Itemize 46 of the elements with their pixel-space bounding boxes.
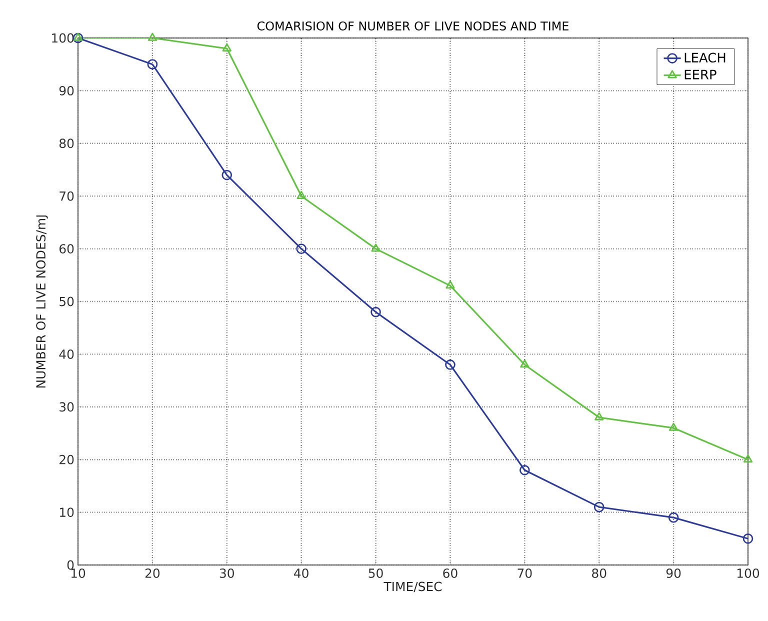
point <box>147 59 158 70</box>
y-tick-label: 100 <box>52 33 74 43</box>
point <box>72 32 84 44</box>
y-tick-label: 50 <box>60 296 74 306</box>
point <box>222 170 232 180</box>
point <box>520 360 530 368</box>
x-tick-label: 20 <box>145 568 160 578</box>
point <box>371 244 380 252</box>
point <box>370 306 381 318</box>
y-tick-label: 40 <box>59 349 74 359</box>
y-tick-label: 0 <box>67 560 74 570</box>
x-tick-label: 10 <box>71 568 86 578</box>
point <box>296 190 306 200</box>
x-tick-label: 50 <box>368 568 383 578</box>
y-tick-label: 10 <box>60 508 74 518</box>
point <box>743 454 753 463</box>
point <box>445 360 456 370</box>
point <box>222 43 232 52</box>
point <box>668 422 678 431</box>
y-tick-label: 90 <box>59 86 74 96</box>
chart-title: COMARISION OF NUMBER OF LIVE NODES AND TIME <box>257 21 568 30</box>
y-tick-label: 80 <box>59 138 74 148</box>
y-tick-label: 20 <box>60 454 74 464</box>
y-tick-label: 70 <box>60 191 74 201</box>
point <box>594 412 604 420</box>
point <box>446 280 455 289</box>
x-tick-label: 80 <box>592 568 606 578</box>
x-axis-title: TIME/SEC <box>384 582 442 592</box>
point <box>742 533 754 544</box>
y-tick-label: 30 <box>60 402 74 412</box>
legend-label: LEACH <box>684 52 726 63</box>
legend-label: EERP <box>684 70 716 80</box>
point <box>668 512 679 523</box>
x-tick-label: 90 <box>666 568 681 578</box>
y-tick-label: 60 <box>60 244 74 254</box>
x-tick-label: 30 <box>220 568 234 578</box>
y-axis-title: NUMBER OF LIVE NODES/mJ <box>36 215 48 388</box>
point <box>519 464 530 476</box>
point <box>594 502 604 512</box>
point <box>148 32 158 41</box>
point <box>73 32 83 41</box>
point <box>296 244 307 254</box>
x-tick-label: 40 <box>294 568 308 578</box>
x-tick-label: 70 <box>518 568 532 578</box>
x-tick-label: 100 <box>737 568 760 578</box>
x-tick-label: 60 <box>443 568 458 578</box>
